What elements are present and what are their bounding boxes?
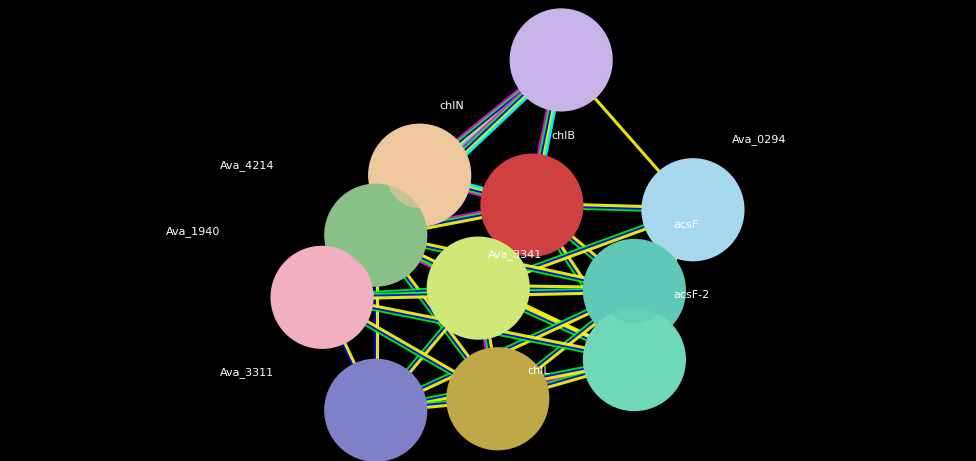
Ellipse shape [528,27,594,93]
Ellipse shape [584,240,685,341]
Ellipse shape [427,237,529,339]
Text: chlN: chlN [439,100,464,111]
Ellipse shape [584,309,685,410]
Ellipse shape [447,348,549,449]
Ellipse shape [343,202,409,268]
Ellipse shape [642,159,744,260]
Ellipse shape [601,326,668,393]
Ellipse shape [465,366,531,432]
Ellipse shape [271,247,373,348]
Text: chlL: chlL [527,366,549,376]
Text: Ava_4214: Ava_4214 [220,160,274,171]
Ellipse shape [445,255,511,321]
Ellipse shape [481,154,583,256]
Ellipse shape [660,177,726,243]
Text: Ava_1940: Ava_1940 [166,226,221,237]
Ellipse shape [601,257,668,324]
Text: Ava_0294: Ava_0294 [732,134,787,145]
Text: acsF-2: acsF-2 [673,290,710,300]
Ellipse shape [325,360,427,461]
Ellipse shape [369,124,470,226]
Text: Ava_3341: Ava_3341 [488,249,543,260]
Text: Ava_3311: Ava_3311 [220,367,273,378]
Ellipse shape [510,9,612,111]
Ellipse shape [289,264,355,331]
Text: acsF: acsF [673,220,699,230]
Ellipse shape [386,142,453,208]
Ellipse shape [499,172,565,238]
Ellipse shape [343,377,409,443]
Text: chlB: chlB [551,130,576,141]
Ellipse shape [325,184,427,286]
